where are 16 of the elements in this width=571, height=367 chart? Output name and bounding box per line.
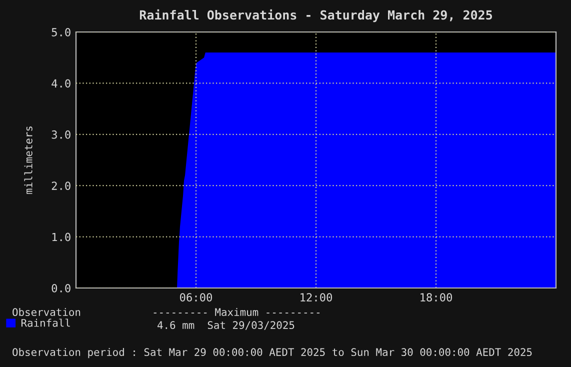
chart-title: Rainfall Observations - Saturday March 29, 2025 (140, 9, 492, 22)
text: Observation period : Sat Mar 29 00:00:00 AEDT 2025 to Sun Mar 30 00:00:00 AEDT 2025 (12, 348, 532, 358)
y-tick-label: 4.0 (52, 79, 70, 88)
y-tick-label: 3.0 (52, 130, 70, 139)
y-tick-label: 0.0 (52, 284, 70, 292)
x-tick-label: 12:00 (300, 293, 332, 302)
y-tick-label: 1.0 (52, 232, 70, 242)
text: 4.6 mm Sat 29/03/2025 (158, 321, 294, 330)
x-tick-label: 18:00 (420, 293, 452, 302)
legend-label: Rainfall (21, 318, 70, 327)
y-tick-label: 2.0 (52, 182, 70, 190)
text: Observation (12, 308, 80, 316)
text: --------- Maximum --------- (154, 308, 320, 316)
y-axis-title: millimeters (24, 126, 32, 194)
x-tick-label: 06:00 (180, 293, 212, 302)
y-tick-label: 5.0 (52, 28, 70, 36)
